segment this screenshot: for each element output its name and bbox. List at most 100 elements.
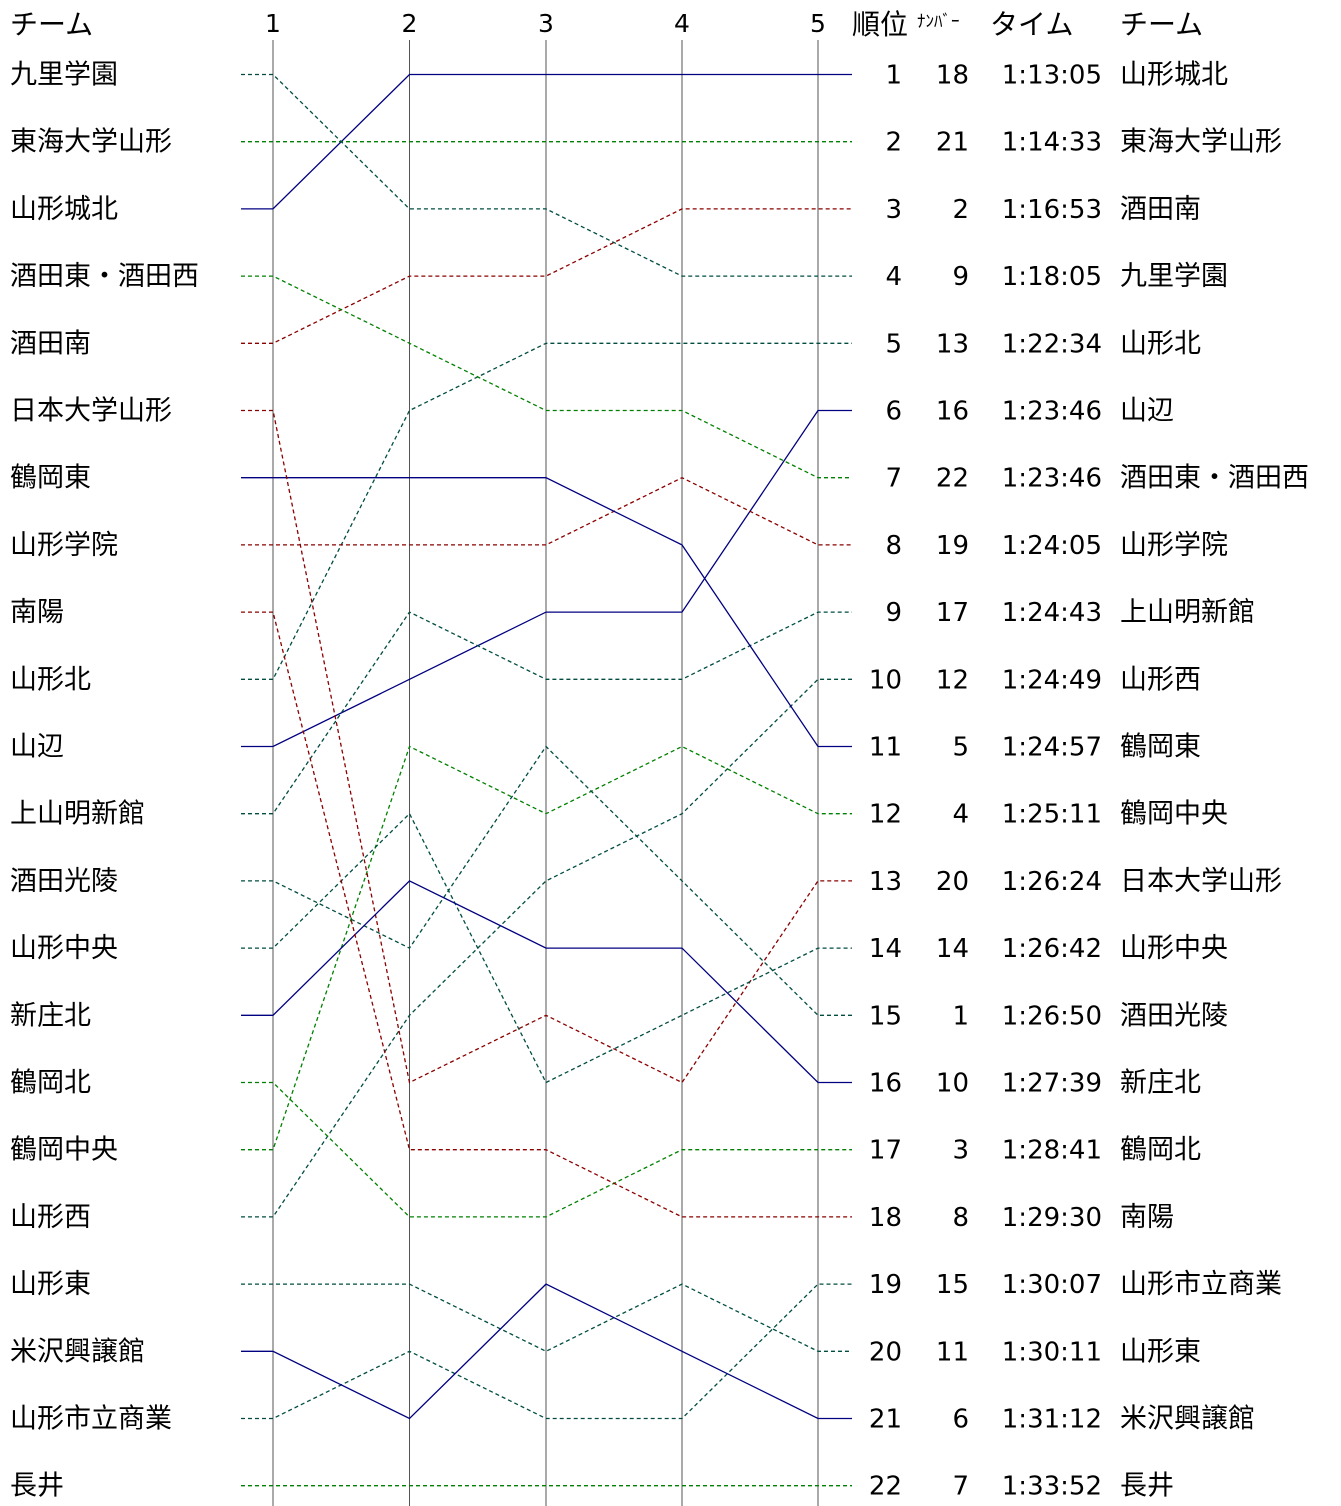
series-line: [241, 611, 852, 1218]
result-rank: 7: [885, 464, 902, 494]
result-number: 20: [936, 867, 969, 897]
result-rank: 16: [869, 1069, 902, 1099]
start-team-label: 鶴岡中央: [10, 1135, 118, 1166]
start-team-label: 米沢興譲館: [10, 1336, 145, 1367]
result-team: 上山明新館: [1120, 597, 1255, 628]
series-line: [241, 812, 852, 1084]
series-line: [241, 1283, 852, 1420]
series-line: [241, 342, 852, 680]
result-number: 11: [936, 1337, 969, 1367]
result-number: 17: [936, 598, 969, 628]
start-team-label: 山辺: [10, 732, 64, 763]
series-line: [241, 745, 852, 1151]
result-time: 1:14:33: [1002, 128, 1102, 158]
header-right-team: チーム: [1120, 8, 1203, 41]
start-team-label: 山形学院: [10, 530, 118, 561]
result-number: 12: [936, 665, 969, 695]
x-tick-label: 3: [538, 9, 554, 38]
result-team: 山形北: [1120, 328, 1201, 359]
result-number: 13: [936, 329, 969, 359]
result-number: 3: [952, 1136, 969, 1166]
series-lines: [241, 73, 852, 1487]
start-team-label: 酒田東・酒田西: [10, 261, 199, 292]
start-team-label: 東海大学山形: [10, 127, 172, 158]
result-rank: 10: [869, 665, 902, 695]
result-number: 18: [936, 61, 969, 91]
result-time: 1:27:39: [1002, 1069, 1102, 1099]
result-time: 1:30:11: [1002, 1337, 1102, 1367]
result-time: 1:26:50: [1002, 1001, 1102, 1031]
result-number: 9: [952, 262, 969, 292]
series-line: [241, 275, 852, 479]
start-team-label: 酒田南: [10, 328, 91, 359]
series-line: [241, 409, 852, 748]
result-time: 1:24:05: [1002, 531, 1102, 561]
result-team: 山形城北: [1120, 60, 1228, 91]
series-line: [241, 745, 852, 1016]
result-team: 山形東: [1120, 1336, 1201, 1367]
result-time: 1:13:05: [1002, 61, 1102, 91]
result-number: 4: [952, 800, 969, 830]
result-time: 1:29:30: [1002, 1203, 1102, 1233]
start-team-label: 上山明新館: [10, 799, 145, 830]
result-time: 1:22:34: [1002, 329, 1102, 359]
result-team: 山形中央: [1120, 933, 1228, 964]
result-team: 長井: [1120, 1471, 1174, 1502]
result-rank: 22: [869, 1472, 902, 1502]
result-number: 19: [936, 531, 969, 561]
result-team: 鶴岡東: [1120, 732, 1201, 763]
result-rank: 18: [869, 1203, 902, 1233]
result-team: 日本大学山形: [1120, 866, 1282, 897]
result-time: 1:24:43: [1002, 598, 1102, 628]
x-tick-labels: 1 2 3 4 5: [265, 9, 826, 38]
header-left-team: チーム: [10, 8, 93, 41]
result-time: 1:28:41: [1002, 1136, 1102, 1166]
result-rank: 17: [869, 1136, 902, 1166]
result-time: 1:26:24: [1002, 867, 1102, 897]
series-line: [241, 477, 852, 748]
series-line: [241, 880, 852, 1084]
result-team: 東海大学山形: [1120, 127, 1282, 158]
result-time: 1:16:53: [1002, 195, 1102, 225]
start-team-label: 山形中央: [10, 933, 118, 964]
result-rank: 3: [885, 195, 902, 225]
start-team-label: 山形西: [10, 1202, 91, 1233]
header-row: チーム 順位 ﾅﾝﾊﾞｰ タイム チーム: [10, 8, 1203, 41]
result-time: 1:25:11: [1002, 800, 1102, 830]
start-team-label: 山形北: [10, 664, 91, 695]
result-number: 7: [952, 1472, 969, 1502]
result-time: 1:24:49: [1002, 665, 1102, 695]
start-team-label: 新庄北: [10, 1000, 91, 1031]
start-team-label: 鶴岡北: [10, 1068, 91, 1099]
result-team: 山辺: [1120, 396, 1174, 427]
result-rank: 21: [869, 1405, 902, 1435]
result-number: 8: [952, 1203, 969, 1233]
result-number: 5: [952, 733, 969, 763]
result-team: 九里学園: [1120, 261, 1228, 292]
result-rank: 8: [885, 531, 902, 561]
series-line: [241, 73, 852, 277]
result-team: 山形市立商業: [1120, 1269, 1282, 1300]
result-time: 1:30:07: [1002, 1270, 1102, 1300]
x-tick-label: 5: [810, 9, 826, 38]
header-number: ﾅﾝﾊﾞｰ: [917, 12, 960, 32]
series-line: [241, 678, 852, 1218]
x-tick-label: 2: [402, 9, 418, 38]
result-rank: 6: [885, 397, 902, 427]
result-rank: 9: [885, 598, 902, 628]
result-team: 酒田光陵: [1120, 1000, 1228, 1031]
result-number: 22: [936, 464, 969, 494]
result-time: 1:23:46: [1002, 464, 1102, 494]
series-line: [241, 1081, 852, 1218]
result-team: 南陽: [1120, 1202, 1174, 1233]
series-line: [241, 208, 852, 344]
result-team: 山形西: [1120, 664, 1201, 695]
series-line: [241, 1283, 852, 1420]
result-team: 米沢興譲館: [1120, 1404, 1255, 1435]
result-rank: 15: [869, 1001, 902, 1031]
start-team-label: 山形東: [10, 1269, 91, 1300]
header-time: タイム: [990, 8, 1073, 41]
result-number: 14: [936, 934, 969, 964]
start-team-label: 九里学園: [10, 60, 118, 91]
result-rank: 2: [885, 128, 902, 158]
